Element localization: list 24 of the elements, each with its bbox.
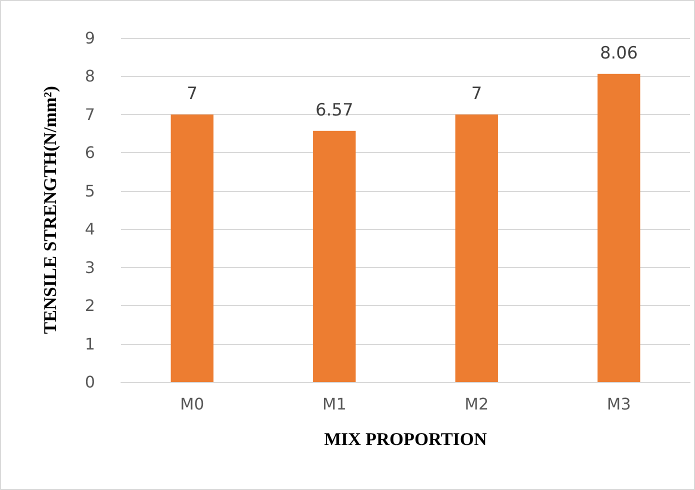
y-tick-label: 7 <box>84 104 95 124</box>
x-tick-label: M3 <box>606 394 631 414</box>
data-label: 7 <box>471 84 482 104</box>
x-axis-title: MIX PROPORTION <box>324 429 487 449</box>
y-tick-label: 8 <box>84 66 95 86</box>
bar <box>598 74 640 382</box>
x-tick-label: M0 <box>180 394 204 414</box>
y-tick-label: 6 <box>84 143 95 162</box>
bar <box>455 114 498 382</box>
y-tick-label: 0 <box>84 372 95 392</box>
data-label: 6.57 <box>315 100 354 120</box>
y-tick-label: 4 <box>84 220 95 239</box>
x-tick-label: M2 <box>464 394 489 414</box>
y-tick-label: 9 <box>84 28 95 48</box>
bar <box>170 114 214 382</box>
x-tick-label: M1 <box>322 394 346 414</box>
bar <box>313 130 356 382</box>
y-tick-label: 1 <box>84 334 95 354</box>
y-tick-label: 2 <box>84 296 95 316</box>
data-label: 7 <box>186 84 198 104</box>
y-tick-label: 3 <box>84 258 95 277</box>
y-axis-title: TENSILE STRENGTH(N/mm²) <box>40 86 60 334</box>
y-tick-label: 5 <box>84 181 95 200</box>
data-label: 8.06 <box>600 43 638 64</box>
